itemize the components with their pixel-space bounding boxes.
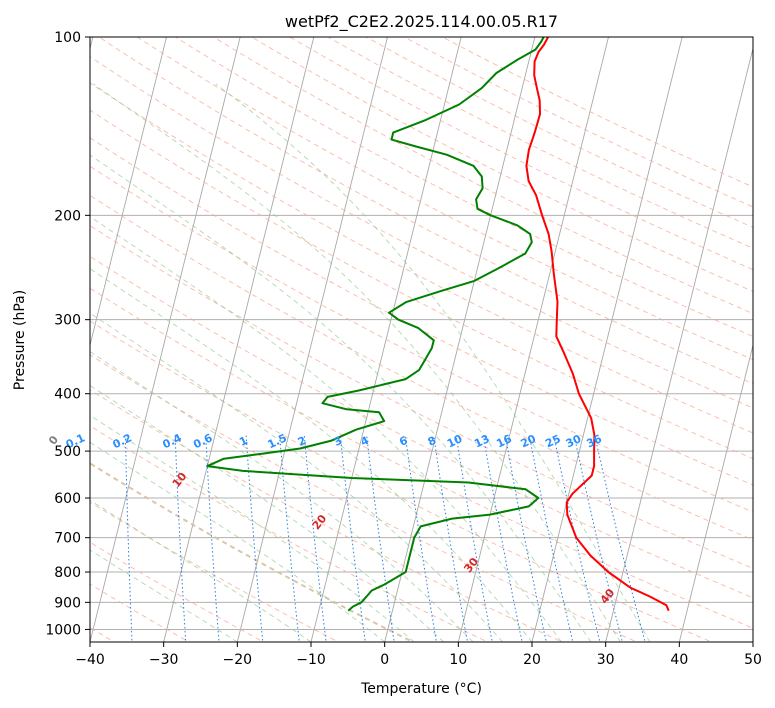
dry-adiabat-line [90,462,416,642]
mixing-ratio-line [528,435,574,642]
mixing-ratio-label: 25 [543,432,562,450]
dewpoint-profile-line [206,37,545,612]
mixing-ratio-line [174,435,187,642]
dry-adiabat-line [90,320,713,642]
mixing-ratio-line [404,435,437,642]
x-tick-label: 50 [744,652,762,668]
x-axis: −40 −30 −20 −10 0 10 20 30 40 50 [75,642,762,668]
mixing-ratio-label: 36 [585,432,605,450]
mixing-ratio-line [433,435,469,642]
moist-adiabat-line [90,351,474,642]
dry-adiabat-line [90,194,753,541]
y-tick-label: 100 [54,30,81,46]
dry-adiabat-line [90,165,753,513]
chart-title: wetPf2_C2E2.2025.114.00.05.R17 [285,12,558,32]
dry-adiabat-line [90,425,489,642]
isotherm-line [384,37,536,642]
x-tick-label: 0 [380,652,389,668]
x-tick-label: 30 [597,652,615,668]
dry-adiabat-line [90,389,564,642]
moist-adiabat-line [90,215,562,642]
isotherm-line [163,37,315,642]
mixing-ratio-lines [124,435,646,642]
dry-adiabat-line [98,37,753,385]
x-tick-label: −40 [75,652,105,668]
dry-adiabat-line [90,224,753,569]
moist-adiabat-line [90,312,503,642]
moist-adiabat-line [90,414,415,642]
dry-adiabat-line [90,583,190,642]
mixing-ratio-label: 10 [445,432,465,450]
isotherm-line [90,37,241,642]
moist-adiabat-line [90,384,444,642]
moist-adiabat-line [90,549,238,642]
y-axis-label: Pressure (hPa) [12,290,28,390]
x-tick-label: 40 [670,652,688,668]
mixing-ratio-label: 30 [564,432,584,450]
y-tick-label: 700 [54,531,81,547]
x-axis-label: Temperature (°C) [360,681,482,697]
dry-adiabat-line [90,287,753,629]
mixing-ratio-line [303,435,327,642]
mixing-ratio-line [245,435,264,642]
sounding-series [206,37,670,612]
y-tick-label: 900 [54,595,81,611]
y-axis: 100 200 300 400 500 600 700 800 900 1000 [45,30,90,638]
mixing-ratio-line [205,435,220,642]
moist-adiabat-line [90,268,533,642]
x-tick-label: −10 [296,652,326,668]
plot-frame [89,36,754,643]
mixing-ratio-line [455,435,493,642]
dry-adiabat-line [90,354,639,642]
y-tick-label: 1000 [45,622,81,638]
mixing-ratio-label: 13 [472,432,491,450]
isotherm-line [310,37,462,642]
y-tick-label: 400 [54,387,81,403]
dry-adiabat-line [90,501,340,642]
moist-adiabat-line [92,83,621,642]
mixing-ratio-line [573,435,623,642]
isotherms [90,37,753,642]
y-tick-label: 800 [54,565,81,581]
mixing-ratio-line [366,435,395,642]
y-tick-label: 300 [54,313,81,329]
x-tick-label: −30 [149,652,179,668]
isotherm-line [236,37,388,642]
mixing-ratio-label: 16 [494,432,514,450]
mixing-ratio-line [279,435,300,642]
dry-adiabat-line [90,82,753,434]
moist-adiabat-line [90,154,592,642]
y-tick-label: 500 [54,444,81,460]
mixing-ratio-line [594,435,646,642]
x-tick-label: 10 [449,652,467,668]
temperature-profile-line [525,37,670,612]
moist-adiabat-line [90,441,385,642]
isotherm-line [90,37,167,348]
isotherm-line [457,37,609,642]
isotherm-line [605,46,753,642]
mixing-ratio-line [124,435,133,642]
mixing-ratio-label: 20 [519,432,539,450]
dry-adiabat-line [212,37,753,315]
mixing-ratio-line [553,435,601,642]
moist-adiabat-line [215,83,651,642]
dry-adiabat-line [90,137,753,486]
x-tick-label: −20 [223,652,253,668]
moist-adiabats [90,83,651,642]
pressure-grid [90,37,753,630]
y-tick-label: 200 [54,208,81,224]
isotherm-line [531,37,683,642]
y-tick-label: 600 [54,491,81,507]
isotherm-line [678,343,753,642]
isotherm-line [752,640,753,642]
mixing-ratio-line [339,435,366,642]
x-tick-label: 20 [523,652,541,668]
